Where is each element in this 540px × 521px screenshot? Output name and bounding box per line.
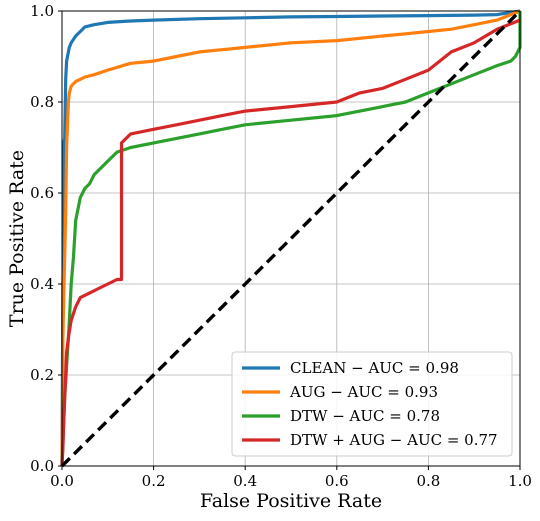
series-line-3	[60, 18, 521, 467]
series-line-1	[60, 9, 521, 467]
series-line-0	[60, 9, 521, 467]
y-tick-label: 0.8	[30, 93, 54, 111]
x-axis-label: False Positive Rate	[200, 490, 382, 512]
y-tick-label: 0.6	[30, 184, 54, 202]
y-tick-label: 0.4	[30, 275, 54, 293]
y-tick-label: 0.0	[30, 457, 54, 475]
legend-label: DTW + AUG − AUC = 0.77	[290, 431, 498, 449]
x-tick-label: 0.8	[416, 472, 440, 490]
legend: CLEAN − AUC = 0.98 AUG − AUC = 0.93 DTW − …	[231, 351, 513, 457]
x-tick-label: 0.2	[142, 472, 166, 490]
x-tick-label: 0.6	[325, 472, 349, 490]
legend-label: CLEAN − AUC = 0.98	[290, 359, 459, 377]
chance-diagonal-line	[60, 9, 522, 468]
x-tick-label: 1.0	[508, 472, 532, 490]
series-lines	[60, 9, 522, 468]
legend-label: AUG − AUC = 0.93	[289, 383, 438, 401]
x-tick-label: 0.0	[50, 472, 74, 490]
x-tick-label: 0.4	[233, 472, 257, 490]
axis-ticks: 0.0 0.2 0.4 0.6 0.8 1.0 0.0 0.2 0.4 0.6 0.8 1.0	[30, 2, 532, 490]
legend-box	[231, 351, 513, 457]
y-axis-label: True Positive Rate	[6, 150, 28, 327]
plot-frame	[61, 10, 521, 467]
series-line-2	[60, 11, 522, 467]
y-tick-label: 1.0	[30, 2, 54, 20]
legend-label: DTW − AUC = 0.78	[290, 407, 440, 425]
y-tick-label: 0.2	[30, 366, 54, 384]
